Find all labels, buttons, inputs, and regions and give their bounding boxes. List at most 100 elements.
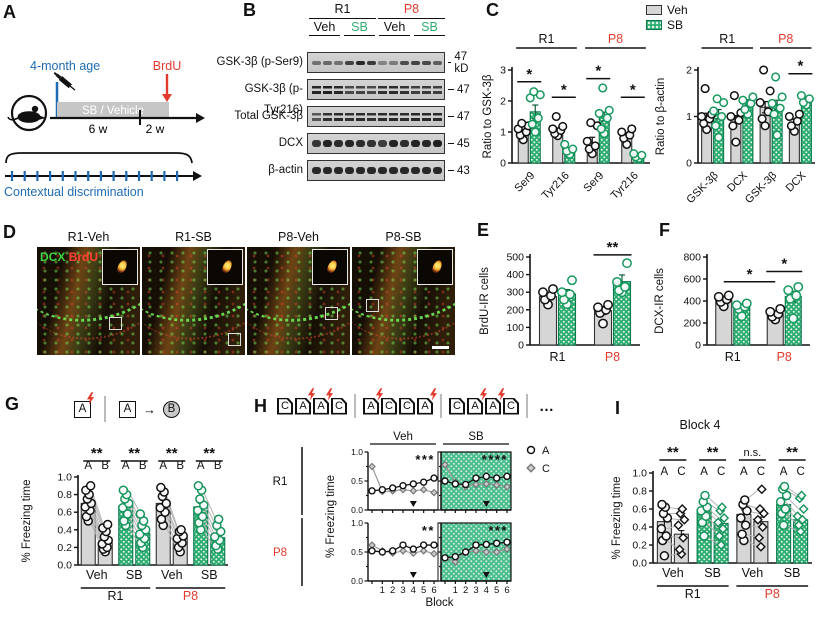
svg-text:2: 2 (686, 65, 692, 77)
blot-band (411, 112, 420, 121)
svg-text:Veh: Veh (161, 568, 183, 582)
svg-text:*: * (781, 256, 787, 273)
divider (104, 396, 106, 422)
shock-bolt-icon (479, 387, 488, 401)
blot-band (323, 140, 332, 147)
divider (526, 394, 528, 418)
kd-marker: 47 (448, 79, 470, 100)
svg-text:R1: R1 (273, 476, 288, 488)
svg-text:**: ** (707, 444, 719, 461)
svg-text:C: C (757, 466, 765, 478)
svg-text:A: A (740, 466, 748, 478)
blot-band (356, 60, 365, 65)
treatment-bar-label: SB / Vehicle (82, 105, 144, 117)
svg-text:GSK-3β: GSK-3β (684, 170, 720, 206)
blot-band (334, 60, 343, 65)
dcx-channel-label: DCX (40, 250, 66, 264)
blot-band (389, 60, 398, 65)
svg-text:P8: P8 (778, 32, 793, 46)
shock-bolt-icon (86, 391, 95, 405)
block4-title: Block 4 (679, 418, 721, 432)
svg-text:1: 1 (686, 111, 692, 123)
svg-text:0.0: 0.0 (632, 558, 647, 570)
context-card-a: A (485, 387, 506, 415)
context-card-c: C (503, 398, 519, 415)
svg-text:5: 5 (494, 585, 499, 596)
panel-b-label: B (243, 0, 256, 20)
blot-strip (307, 133, 445, 154)
kd-marker: 43 (448, 160, 470, 181)
blot-band (378, 85, 387, 94)
panel-f-label: F (659, 220, 670, 240)
svg-text:B: B (176, 460, 184, 472)
svg-text:*: * (630, 81, 636, 98)
svg-text:1.0: 1.0 (351, 447, 363, 457)
brdu-channel-label: BrdU (68, 250, 99, 264)
blot-band (378, 167, 387, 174)
svg-text:R1: R1 (550, 350, 566, 364)
svg-text:0.8: 0.8 (632, 486, 647, 498)
blot-band (334, 85, 343, 94)
roi-box (109, 317, 122, 330)
blot-band (367, 85, 376, 94)
blot-band (411, 140, 420, 147)
blot-row-label: Total GSK-3β (234, 110, 303, 122)
svg-text:1: 1 (453, 585, 458, 596)
blot-band (400, 60, 409, 65)
mouse-icon (10, 94, 48, 132)
blot-band (400, 167, 409, 174)
divider (440, 394, 442, 418)
svg-text:500: 500 (506, 252, 524, 264)
svg-text:0.0: 0.0 (351, 576, 363, 586)
svg-text:0: 0 (500, 158, 506, 170)
svg-text:*: * (526, 66, 532, 83)
blot-band (422, 112, 431, 121)
svg-text:P8: P8 (765, 587, 780, 601)
image-title: R1-SB (175, 230, 212, 244)
blot-band (433, 167, 442, 174)
blot-band (422, 60, 431, 65)
micrograph-r1-sb (142, 247, 245, 355)
svg-text:2: 2 (463, 585, 468, 596)
blot-band (367, 60, 376, 65)
svg-text:R1: R1 (685, 587, 701, 601)
svg-text:0.2: 0.2 (632, 540, 647, 552)
group-header-p8: P8 (378, 2, 445, 19)
svg-text:SB: SB (201, 568, 218, 582)
brace (5, 152, 193, 164)
svg-text:A: A (159, 460, 167, 472)
ellipsis: … (539, 397, 556, 415)
svg-text:B: B (214, 460, 222, 472)
blot-band (334, 140, 343, 147)
blot-band (312, 85, 321, 94)
svg-text:0.5: 0.5 (351, 547, 363, 557)
svg-text:SB: SB (704, 566, 721, 580)
svg-text:0.2: 0.2 (57, 542, 72, 554)
blot-band (411, 85, 420, 94)
svg-text:100: 100 (506, 322, 524, 334)
svg-text:0.0: 0.0 (57, 560, 72, 572)
svg-text:200: 200 (683, 318, 701, 330)
svg-text:0.4: 0.4 (57, 524, 72, 536)
svg-text:Veh: Veh (86, 568, 108, 582)
svg-text:**: ** (786, 444, 798, 461)
svg-text:A: A (84, 460, 92, 472)
blot-band (411, 167, 420, 174)
inset-zoom (207, 249, 243, 285)
svg-text:C: C (542, 463, 550, 475)
svg-text:R1: R1 (725, 350, 741, 364)
svg-text:Veh: Veh (393, 431, 413, 443)
svg-text:4: 4 (411, 585, 416, 596)
svg-text:0.6: 0.6 (632, 504, 647, 516)
blot-strip (307, 160, 445, 181)
session-ticks (10, 171, 179, 181)
context-card-a: A (363, 387, 384, 415)
svg-text:Tyr216: Tyr216 (540, 170, 572, 202)
svg-text:Ser9: Ser9 (581, 170, 606, 195)
legend: Veh SB (646, 2, 688, 32)
blot-band (378, 60, 387, 65)
panel-a-label: A (3, 2, 16, 22)
blot-band (345, 85, 354, 94)
